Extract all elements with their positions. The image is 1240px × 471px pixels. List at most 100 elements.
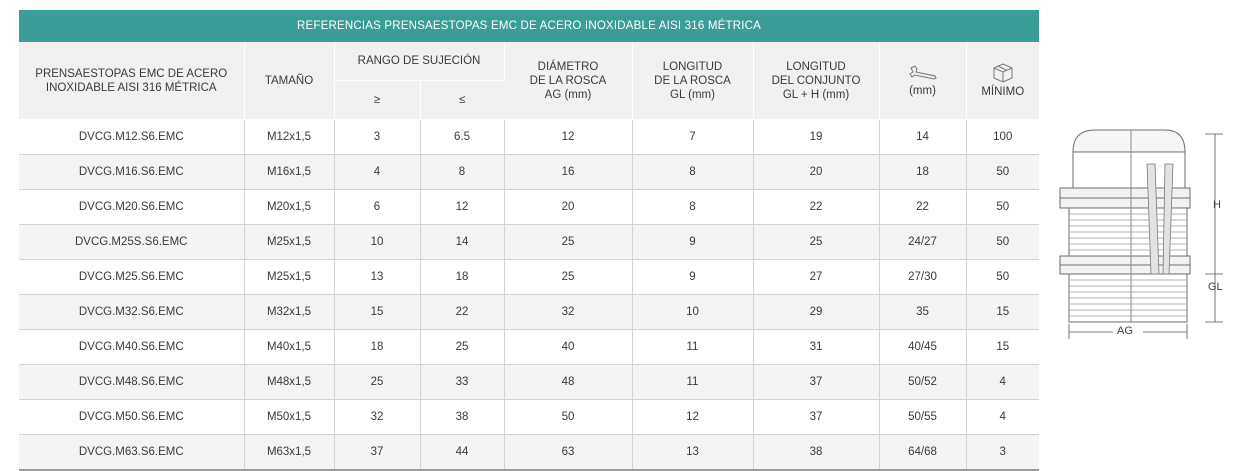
cell-clamp-min: 18 [334,329,421,365]
header-thread-length-l3: GL (mm) [670,88,715,101]
cell-reference: DVCG.M63.S6.EMC [19,434,245,471]
cell-wrench-size: 14 [879,119,967,155]
cell-minimum-qty: 15 [966,329,1039,365]
header-max-clamp: ≤ [420,80,504,120]
cell-total-length: 20 [753,154,880,190]
cell-wrench-size: 35 [879,294,967,330]
cell-thread-diameter: 32 [504,294,633,330]
cell-clamp-min: 6 [334,189,421,225]
cell-wrench-size: 40/45 [879,329,967,365]
header-thread-length-l2: DE LA ROSCA [654,74,731,87]
cell-clamp-max: 18 [420,259,505,295]
cell-size: M12x1,5 [244,119,335,155]
cell-total-length: 38 [753,434,880,471]
cell-total-length: 25 [753,224,880,260]
cell-minimum-qty: 50 [966,259,1039,295]
header-thread-length-l1: LONGITUD [662,60,723,73]
header-thread-length: LONGITUD DE LA ROSCA GL (mm) [632,42,754,120]
cell-size: M50x1,5 [244,399,335,435]
table-title: REFERENCIAS PRENSAESTOPAS EMC DE ACERO I… [19,10,1039,42]
cell-size: M63x1,5 [244,434,335,471]
cell-size: M32x1,5 [244,294,335,330]
cell-thread-diameter: 25 [504,224,633,260]
cell-total-length: 27 [753,259,880,295]
cell-thread-diameter: 48 [504,364,633,400]
cell-total-length: 19 [753,119,880,155]
cell-size: M48x1,5 [244,364,335,400]
cell-size: M20x1,5 [244,189,335,225]
cell-total-length: 31 [753,329,880,365]
cell-clamp-min: 3 [334,119,421,155]
table-row: DVCG.M16.S6.EMC M16x1,5 4 8 16 8 20 18 50 [19,154,1039,190]
header-size: TAMAÑO [244,42,335,120]
header-thread-diameter: DIÁMETRO DE LA ROSCA AG (mm) [504,42,633,120]
cell-thread-diameter: 63 [504,434,633,471]
cell-total-length: 22 [753,189,880,225]
header-total-length-l2: DEL CONJUNTO [771,74,861,87]
cell-total-length: 37 [753,364,880,400]
cell-clamp-max: 22 [420,294,505,330]
table-row: DVCG.M12.S6.EMC M12x1,5 3 6.5 12 7 19 14 100 [19,119,1039,155]
cell-wrench-size: 22 [879,189,967,225]
references-table-container: REFERENCIAS PRENSAESTOPAS EMC DE ACERO I… [19,10,1039,471]
header-wrench-size: (mm) [879,42,967,120]
cell-minimum-qty: 3 [966,434,1039,471]
dimension-label-h: H [1213,199,1221,211]
table-row: DVCG.M25.S6.EMC M25x1,5 13 18 25 9 27 27/30 50 [19,259,1039,295]
cell-reference: DVCG.M20.S6.EMC [19,189,245,225]
header-total-length-l1: LONGITUD [786,60,846,73]
cell-thread-length: 12 [632,399,754,435]
cell-total-length: 29 [753,294,880,330]
cell-thread-diameter: 12 [504,119,633,155]
cell-minimum-qty: 100 [966,119,1039,155]
cell-clamp-max: 6.5 [420,119,505,155]
header-wrench-unit: (mm) [909,84,936,97]
cell-size: M25x1,5 [244,259,335,295]
cell-thread-diameter: 50 [504,399,633,435]
header-product-line1: PRENSAESTOPAS EMC DE ACERO [35,67,228,80]
cell-total-length: 37 [753,399,880,435]
header-product: PRENSAESTOPAS EMC DE ACERO INOXIDABLE AI… [19,42,245,120]
cell-minimum-qty: 50 [966,189,1039,225]
cell-thread-diameter: 16 [504,154,633,190]
cell-clamp-min: 37 [334,434,421,471]
header-thread-diameter-l1: DIÁMETRO [537,60,599,73]
cell-clamp-min: 13 [334,259,421,295]
cell-thread-diameter: 40 [504,329,633,365]
cell-minimum-qty: 50 [966,154,1039,190]
header-product-line2: INOXIDABLE AISI 316 MÉTRICA [45,81,217,94]
table-row: DVCG.M63.S6.EMC M63x1,5 37 44 63 13 38 64/68 3 [19,434,1039,471]
cell-thread-length: 11 [632,329,754,365]
header-min-clamp: ≥ [334,80,421,120]
cell-clamp-min: 32 [334,399,421,435]
cell-wrench-size: 64/68 [879,434,967,471]
cell-clamp-max: 38 [420,399,505,435]
cell-clamp-min: 15 [334,294,421,330]
cell-thread-length: 8 [632,189,754,225]
cell-reference: DVCG.M40.S6.EMC [19,329,245,365]
dimension-label-gl: GL [1208,281,1223,293]
cell-reference: DVCG.M32.S6.EMC [19,294,245,330]
cell-thread-length: 9 [632,224,754,260]
header-total-length: LONGITUD DEL CONJUNTO GL + H (mm) [753,42,880,120]
cell-wrench-size: 27/30 [879,259,967,295]
dimension-label-ag: AG [1117,325,1133,337]
cell-minimum-qty: 4 [966,399,1039,435]
cell-size: M40x1,5 [244,329,335,365]
cell-wrench-size: 24/27 [879,224,967,260]
cell-minimum-qty: 15 [966,294,1039,330]
header-thread-diameter-l3: AG (mm) [544,88,592,101]
cell-wrench-size: 18 [879,154,967,190]
table-body: DVCG.M12.S6.EMC M12x1,5 3 6.5 12 7 19 14 100 DVCG… [19,119,1039,471]
cell-reference: DVCG.M50.S6.EMC [19,399,245,435]
cell-thread-length: 11 [632,364,754,400]
cable-gland-drawing [1059,129,1223,339]
cell-minimum-qty: 4 [966,364,1039,400]
cell-minimum-qty: 50 [966,224,1039,260]
box-icon [993,62,1013,83]
cell-clamp-min: 25 [334,364,421,400]
header-minimum-label: MÍNIMO [981,85,1025,98]
table-row: DVCG.M25S.S6.EMC M25x1,5 10 14 25 9 25 24/27 50 [19,224,1039,260]
table-row: DVCG.M40.S6.EMC M40x1,5 18 25 40 11 31 40/45 15 [19,329,1039,365]
table-row: DVCG.M50.S6.EMC M50x1,5 32 38 50 12 37 50/55 4 [19,399,1039,435]
